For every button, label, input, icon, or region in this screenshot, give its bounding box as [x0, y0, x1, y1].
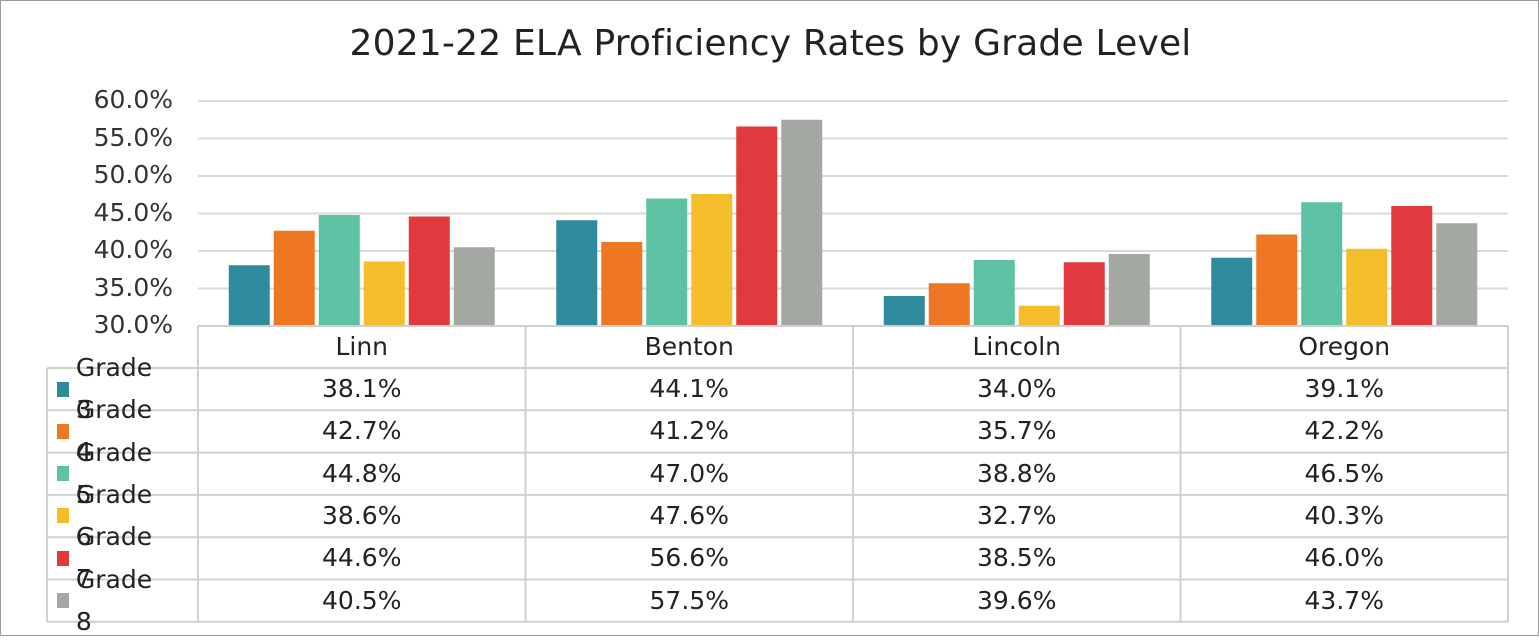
legend-entry-grade-5: Grade 5: [57, 438, 155, 509]
table-cell: 44.6%: [322, 543, 402, 573]
chart-title: 2021-22 ELA Proficiency Rates by Grade L…: [349, 23, 1192, 64]
bar-grade-8-oregon: [1436, 223, 1478, 326]
legend-swatch: [57, 508, 69, 524]
y-tick-label: 40.0%: [93, 235, 173, 264]
bar-grade-7-linn: [408, 216, 450, 326]
table-cell: 34.0%: [977, 374, 1057, 403]
legend-entry-grade-8: Grade 8: [57, 565, 155, 636]
table-cell: 41.2%: [649, 416, 729, 446]
bar-grade-4-linn: [273, 230, 315, 326]
table-cell: 42.2%: [1304, 416, 1384, 446]
table-cell: 40.5%: [322, 585, 402, 615]
category-label-lincoln: Lincoln: [972, 332, 1062, 361]
category-label-benton: Benton: [644, 332, 734, 361]
bar-grade-5-lincoln: [973, 260, 1015, 326]
bar-grade-3-lincoln: [883, 296, 925, 326]
bar-grade-3-linn: [228, 265, 270, 326]
legend-label: Grade 6: [75, 479, 153, 551]
category-label-oregon: Oregon: [1298, 332, 1391, 361]
bar-grade-3-oregon: [1211, 257, 1253, 326]
y-tick-label: 50.0%: [93, 160, 173, 189]
bar-grade-6-oregon: [1346, 248, 1388, 326]
table-cell: 46.0%: [1304, 543, 1384, 573]
legend-label: Grade 3: [75, 353, 153, 424]
legend-swatch: [57, 381, 69, 397]
table-cell: 39.1%: [1304, 374, 1384, 403]
bar-grade-6-benton: [691, 194, 733, 326]
y-tick-label: 30.0%: [93, 310, 173, 339]
table-cell: 38.1%: [322, 374, 402, 403]
legend-swatch: [57, 466, 69, 482]
table-cell: 43.7%: [1304, 585, 1384, 615]
table-cell: 47.0%: [649, 458, 729, 488]
table-cell: 38.8%: [977, 458, 1057, 488]
legend-label: Grade 7: [75, 522, 153, 594]
legend-swatch: [57, 423, 69, 439]
table-cell: 40.3%: [1304, 500, 1384, 530]
bar-grade-5-benton: [646, 198, 688, 326]
legend-label: Grade 8: [75, 564, 153, 636]
category-label-linn: Linn: [335, 332, 389, 361]
y-tick-label: 35.0%: [93, 272, 173, 302]
bar-grade-8-lincoln: [1108, 254, 1150, 326]
bar-grade-6-lincoln: [1018, 305, 1060, 326]
bar-grade-7-oregon: [1391, 206, 1433, 326]
bar-grade-4-benton: [601, 242, 643, 326]
y-tick-label: 45.0%: [93, 197, 173, 227]
bar-grade-7-benton: [736, 126, 778, 326]
legend-label: Grade 5: [75, 437, 153, 509]
table-cell: 42.7%: [322, 416, 402, 446]
legend-entry-grade-6: Grade 6: [57, 480, 155, 551]
bar-grade-4-oregon: [1256, 234, 1298, 326]
legend-swatch: [57, 550, 69, 566]
table-cell: 38.6%: [322, 500, 402, 530]
legend-entry-grade-4: Grade 4: [57, 395, 155, 466]
y-tick-label: 55.0%: [93, 122, 173, 152]
bar-grade-5-linn: [318, 215, 360, 326]
legend-entry-grade-3: Grade 3: [57, 353, 155, 424]
bar-grade-6-linn: [363, 261, 405, 326]
legend-entry-grade-7: Grade 7: [57, 522, 155, 593]
bar-grade-3-benton: [556, 220, 598, 326]
bar-grade-5-oregon: [1301, 202, 1343, 326]
table-cell: 32.7%: [977, 500, 1057, 530]
legend-swatch: [57, 593, 69, 608]
bar-grade-7-lincoln: [1063, 262, 1105, 326]
y-tick-label: 60.0%: [93, 85, 173, 114]
table-cell: 57.5%: [649, 585, 729, 615]
table-cell: 44.1%: [649, 374, 729, 403]
table-cell: 47.6%: [649, 500, 729, 530]
table-cell: 35.7%: [977, 416, 1057, 446]
bar-grade-8-benton: [781, 119, 823, 326]
table-cell: 44.8%: [322, 458, 402, 488]
table-cell: 56.6%: [649, 543, 729, 573]
table-cell: 38.5%: [977, 543, 1057, 573]
bar-grade-8-linn: [453, 247, 495, 326]
bar-grade-4-lincoln: [928, 283, 970, 326]
table-cell: 39.6%: [977, 585, 1057, 615]
legend-label: Grade 4: [75, 395, 153, 467]
table-cell: 46.5%: [1304, 458, 1384, 488]
